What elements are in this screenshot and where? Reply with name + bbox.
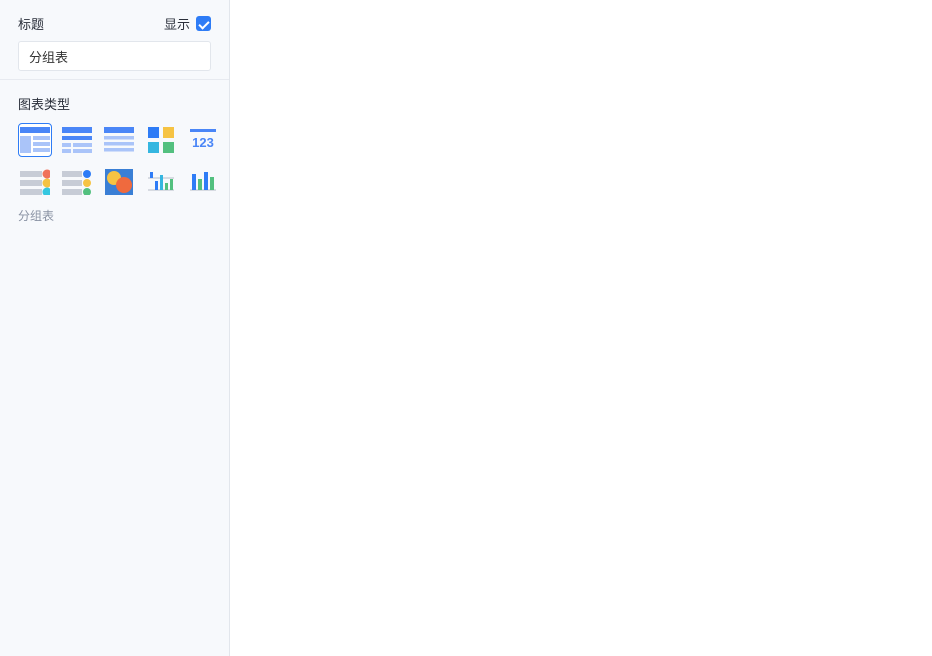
- svg-text:123: 123: [192, 135, 214, 150]
